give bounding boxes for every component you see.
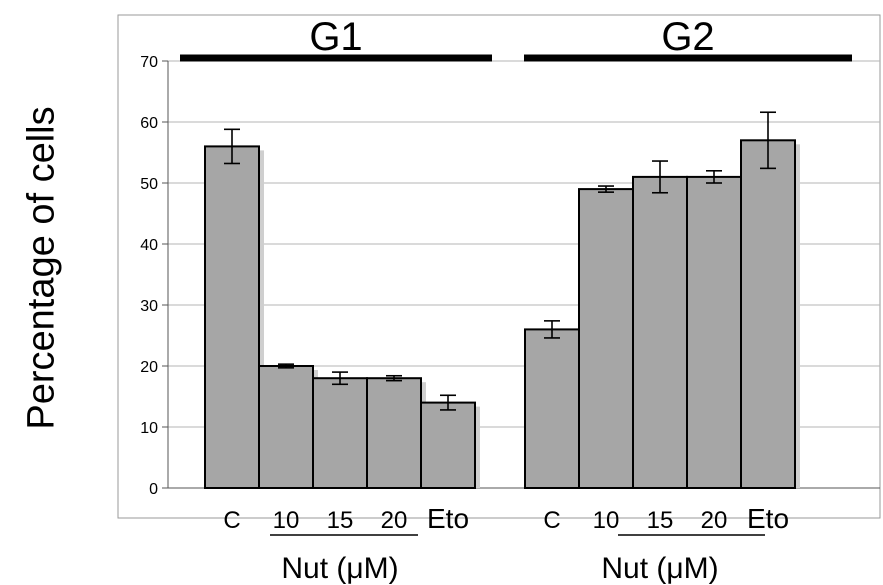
bar: [366, 377, 422, 490]
y-tick-label: 40: [140, 237, 158, 254]
labels: 0 10 20 30 40 50 60 70 G1 C 10 15 20 Eto Nut (μM) G2 C 10…: [140, 15, 852, 585]
y-tick-label: 20: [140, 359, 158, 376]
y-tick-label: 0: [149, 481, 158, 498]
group-sub-label: Nut (μM): [281, 552, 398, 585]
group-sub-label: Nut (μM): [601, 552, 718, 585]
y-tick-label: 30: [140, 298, 158, 315]
category-label: 20: [381, 507, 408, 534]
y-tick-label: 60: [140, 115, 158, 132]
y-tick-label: 70: [140, 54, 158, 71]
category-label: Eto: [747, 503, 789, 534]
bar: [632, 175, 688, 489]
bar: [524, 328, 580, 489]
group-label: G1: [309, 15, 362, 59]
plot-area: [117, 14, 881, 519]
category-label: Eto: [427, 503, 469, 534]
bar: [420, 401, 476, 490]
category-label: 15: [327, 507, 354, 534]
bar: [578, 188, 634, 489]
category-label: 10: [593, 507, 620, 534]
bar: [258, 365, 314, 489]
category-label: 15: [647, 507, 674, 534]
y-tick-label: 50: [140, 176, 158, 193]
bar: [686, 175, 742, 489]
group-label: G2: [661, 15, 714, 59]
category-label: 20: [701, 507, 728, 534]
category-label: 10: [273, 507, 300, 534]
bar: [740, 139, 796, 490]
category-label: C: [543, 507, 560, 534]
bar: [204, 145, 260, 489]
bars: [204, 111, 800, 490]
bar: [312, 377, 368, 490]
category-label: C: [223, 507, 240, 534]
y-tick-label: 10: [140, 420, 158, 437]
